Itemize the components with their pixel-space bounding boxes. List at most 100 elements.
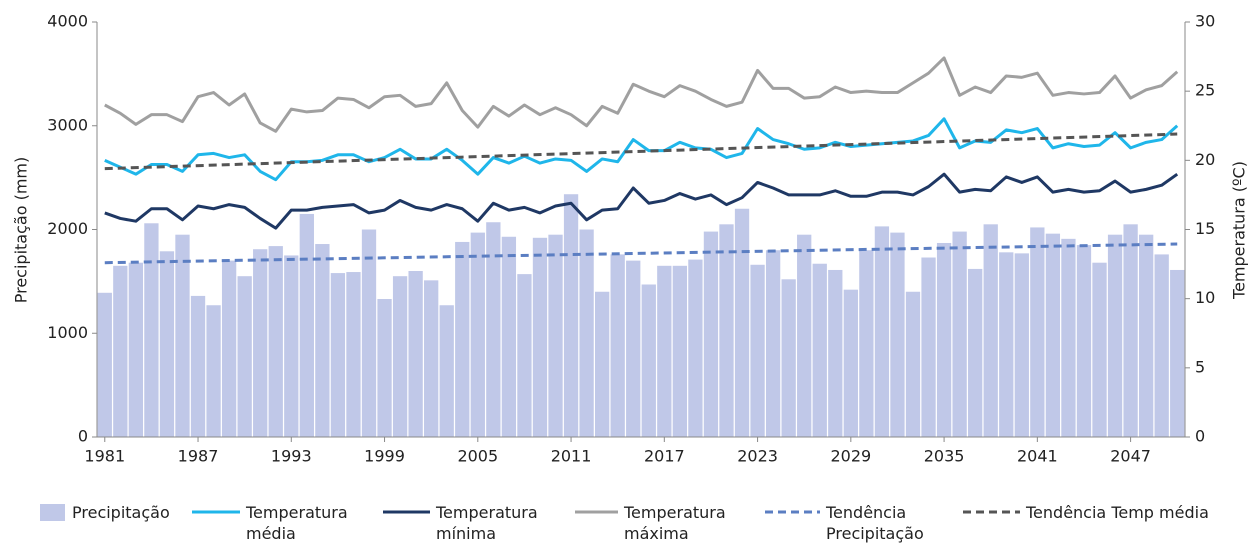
bar xyxy=(703,231,719,437)
y2-tick-label: 20 xyxy=(1195,150,1215,169)
bar xyxy=(843,289,858,437)
bar xyxy=(206,305,221,437)
bar xyxy=(968,268,983,437)
legend-label: Temperatura mínima xyxy=(436,503,538,543)
legend-label: Temperatura máxima xyxy=(624,503,726,543)
legend-label: Tendência Precipitação xyxy=(826,503,924,543)
bar xyxy=(1030,227,1045,437)
bar xyxy=(1170,269,1185,437)
trend-line xyxy=(104,132,1178,171)
x-tick-label: 1981 xyxy=(84,447,125,466)
bar xyxy=(97,292,112,437)
bar xyxy=(128,262,144,437)
bar xyxy=(299,213,314,437)
x-tick-label: 2011 xyxy=(551,447,592,466)
bar xyxy=(284,255,299,437)
bar xyxy=(439,305,454,437)
bar xyxy=(734,208,750,437)
bar xyxy=(828,269,843,437)
legend-label: Temperatura média xyxy=(246,503,348,543)
bar xyxy=(610,254,625,437)
bar xyxy=(1092,262,1107,437)
line xyxy=(104,56,1179,133)
bar xyxy=(797,234,812,437)
bar xyxy=(532,237,548,437)
x-tick-label: 1999 xyxy=(364,447,405,466)
bar xyxy=(874,226,890,437)
bar xyxy=(501,236,517,437)
bar xyxy=(517,274,532,437)
bar xyxy=(641,284,656,437)
y-tick-label: 2000 xyxy=(47,219,88,238)
bar xyxy=(1123,224,1138,437)
bar xyxy=(346,272,361,437)
bar xyxy=(253,249,268,437)
y-axis-title: Precipitação (mm) xyxy=(12,157,31,304)
y2-tick-label: 0 xyxy=(1195,427,1205,446)
y2-tick-label: 5 xyxy=(1195,357,1205,376)
bar xyxy=(144,223,159,437)
bar xyxy=(1076,245,1092,437)
bar xyxy=(470,232,485,437)
bar xyxy=(113,265,128,437)
x-tick-label: 1987 xyxy=(178,447,219,466)
y2-tick-label: 15 xyxy=(1195,219,1215,238)
y2-tick-label: 25 xyxy=(1195,81,1215,100)
trend-line xyxy=(104,242,1178,265)
bar xyxy=(765,250,781,437)
x-tick-label: 1993 xyxy=(271,447,312,466)
bar xyxy=(921,257,936,437)
x-tick-label: 2041 xyxy=(1017,447,1058,466)
bar xyxy=(408,271,423,437)
legend-label: Tendência Temp média xyxy=(1026,503,1209,522)
x-tick-label: 2029 xyxy=(830,447,871,466)
bar xyxy=(486,222,501,437)
bar xyxy=(936,242,952,437)
x-tick-label: 2017 xyxy=(644,447,685,466)
x-tick-label: 2023 xyxy=(737,447,778,466)
x-tick-label: 2005 xyxy=(457,447,498,466)
bar xyxy=(905,291,921,437)
bar xyxy=(983,224,998,437)
bar xyxy=(781,279,796,437)
line xyxy=(104,172,1179,230)
bar xyxy=(812,263,827,437)
bar xyxy=(424,280,439,437)
bar xyxy=(159,251,175,437)
bar xyxy=(657,265,672,437)
y-tick-label: 4000 xyxy=(47,12,88,31)
bar xyxy=(594,291,610,437)
bar xyxy=(626,260,641,437)
bar xyxy=(563,194,579,437)
line xyxy=(104,117,1179,182)
bar xyxy=(1014,253,1029,437)
legend-swatch xyxy=(40,504,65,521)
x-tick-label: 2035 xyxy=(924,447,965,466)
bar xyxy=(750,264,765,437)
bar xyxy=(237,276,252,437)
bar xyxy=(455,241,470,437)
bar xyxy=(392,276,408,437)
y-tick-label: 1000 xyxy=(47,323,88,342)
bar xyxy=(1107,234,1123,437)
bar xyxy=(719,224,734,437)
bar xyxy=(1138,234,1154,437)
y-tick-label: 3000 xyxy=(47,115,88,134)
bar xyxy=(330,273,346,437)
bar xyxy=(688,259,703,437)
bar xyxy=(190,295,206,437)
bar xyxy=(361,229,377,437)
bar xyxy=(548,234,563,437)
bar xyxy=(999,252,1014,437)
bar xyxy=(1061,238,1076,437)
bar xyxy=(377,299,392,437)
bar xyxy=(268,246,283,437)
y2-tick-label: 10 xyxy=(1195,288,1215,307)
x-tick-label: 2047 xyxy=(1110,447,1151,466)
bar xyxy=(1045,233,1061,437)
y2-tick-label: 30 xyxy=(1195,12,1215,31)
y2-axis-title: Temperatura (ºC) xyxy=(1230,161,1249,300)
bar xyxy=(1154,254,1169,437)
bar xyxy=(221,260,237,437)
